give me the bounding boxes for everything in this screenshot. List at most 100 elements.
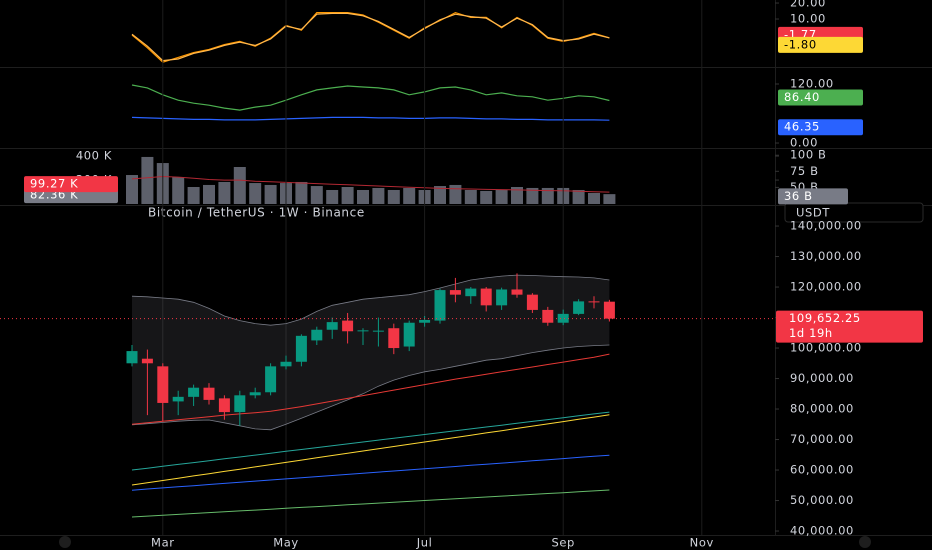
chart-title: Bitcoin / TetherUS · 1W · Binance <box>148 206 365 220</box>
candle-body <box>295 335 307 362</box>
icon-button[interactable] <box>59 536 71 548</box>
indicator-line <box>131 12 610 62</box>
y-tick-label: 10.00 <box>790 12 826 26</box>
candle-body <box>449 290 461 295</box>
moving-average <box>131 489 610 518</box>
indicator-line <box>131 84 610 111</box>
candle-body <box>480 288 492 306</box>
candle-body <box>141 358 153 364</box>
y-tick-label: 120,000.00 <box>790 280 862 294</box>
volume-bar <box>249 183 262 204</box>
band-upper <box>131 274 610 326</box>
last-value-label: 86.40 <box>784 90 820 104</box>
candle-body <box>218 398 230 413</box>
candle-body <box>372 330 384 332</box>
volume-bar <box>172 177 185 204</box>
y-tick-label: 140,000.00 <box>790 219 862 233</box>
y-tick-label: 80,000.00 <box>790 402 854 416</box>
y-tick-label: 70,000.00 <box>790 432 854 446</box>
last-value-label-box <box>778 89 863 106</box>
candle-body <box>342 320 354 332</box>
icon-button[interactable] <box>859 536 871 548</box>
volume-bar <box>295 181 308 204</box>
volume-bar <box>480 190 493 204</box>
currency-button[interactable] <box>784 202 924 223</box>
x-tick-label: Mar <box>151 536 175 550</box>
volume-bar <box>434 186 446 204</box>
moving-average <box>131 411 610 471</box>
volume-bar <box>233 167 246 204</box>
last-value-label-box <box>778 36 863 53</box>
volume-bar <box>218 181 231 204</box>
y-tick-label: 20.00 <box>790 0 826 10</box>
candle-body <box>249 392 261 396</box>
last-value-label: 99.27 K <box>30 177 78 191</box>
candle-body <box>542 309 554 323</box>
y-tick-label: 120.00 <box>790 77 834 91</box>
currency: USDT <box>796 206 830 220</box>
candle-body <box>265 366 277 393</box>
volume-bar <box>572 189 585 204</box>
last-value-label: -1.80 <box>784 37 817 51</box>
volume-bar <box>403 187 416 204</box>
candle-body <box>419 319 431 323</box>
volume-ma-line <box>131 175 610 193</box>
band-lower <box>131 344 610 431</box>
volume-bar <box>203 184 215 204</box>
x-tick-label: Jul <box>416 536 433 550</box>
candle-body <box>434 290 446 321</box>
candle-body <box>311 329 323 341</box>
y-tick-label: 50,000.00 <box>790 493 854 507</box>
candle-body <box>280 361 292 367</box>
band-fill <box>132 275 610 430</box>
candle-body <box>203 387 215 400</box>
candle-body <box>326 322 338 330</box>
moving-average <box>131 353 610 425</box>
candle-body <box>234 395 246 413</box>
volume-bar <box>141 156 154 204</box>
candle-body <box>388 328 400 349</box>
y-tick-label: 100,000.00 <box>790 341 862 355</box>
volume-bar <box>387 189 400 204</box>
volume-bar <box>187 186 200 204</box>
y-tick-label: 0.00 <box>790 136 818 150</box>
indicator-line <box>131 116 610 121</box>
volume-bar <box>310 186 323 204</box>
y-tick-label: 130,000.00 <box>790 249 862 263</box>
volume-bar <box>449 184 462 204</box>
x-tick-label: May <box>273 536 299 550</box>
volume-bar <box>495 189 508 204</box>
volume-bar <box>511 186 523 204</box>
volume-bar <box>588 192 600 204</box>
candle-body <box>526 294 538 310</box>
candle-body <box>465 288 477 297</box>
y-tick-label: 40,000.00 <box>790 524 854 538</box>
y2-marker-label: 36 B <box>784 189 813 203</box>
last-price-box <box>776 310 923 343</box>
candle-body <box>357 330 369 332</box>
last-value-label-box <box>24 176 118 193</box>
y2-marker-label-box <box>778 188 848 205</box>
volume-bar <box>341 186 354 204</box>
volume-bar <box>264 184 277 204</box>
candle-body <box>157 366 169 403</box>
volume-bar <box>526 187 539 204</box>
volume-bar <box>126 175 138 204</box>
candle-body <box>588 301 600 303</box>
y-tick-label: 90,000.00 <box>790 371 854 385</box>
y-tick-label: 100 B <box>790 148 827 162</box>
candle-body <box>126 351 138 364</box>
volume-bar <box>357 189 369 204</box>
candle-body <box>557 313 569 323</box>
volume-bar <box>326 189 339 204</box>
x-tick-label: Nov <box>690 536 714 550</box>
moving-average <box>131 414 610 486</box>
countdown: 1d 19h <box>789 326 833 340</box>
candle-body <box>573 301 585 314</box>
last-price-label: 109,652.25 <box>789 311 861 325</box>
volume-bar <box>372 187 385 204</box>
volume-bar <box>464 189 477 204</box>
candle-body <box>172 396 184 402</box>
last-value-label: 46.35 <box>784 120 820 134</box>
